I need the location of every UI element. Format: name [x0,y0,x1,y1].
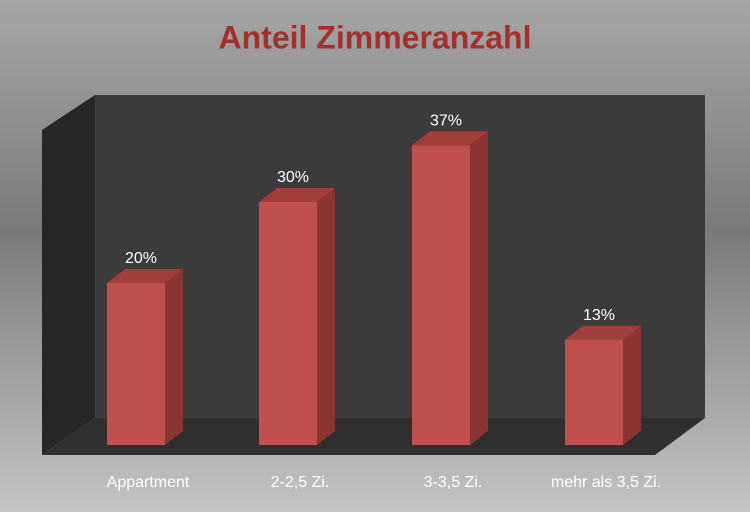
bar-top [565,325,641,340]
bar-top [107,269,183,283]
value-label: 13% [583,307,615,324]
side-wall [42,95,95,455]
bar [412,145,470,446]
bar [107,283,165,445]
bar-top [259,188,335,202]
chart-title: Anteil Zimmeranzahl [219,19,532,55]
x-tick-label: 2-2,5 Zi. [271,474,330,491]
x-tick-label: mehr als 3,5 Zi. [551,474,661,491]
bar-side [623,325,641,445]
x-tick-label: Appartment [107,474,190,491]
bar-side [165,269,183,445]
bar-side [470,131,488,446]
value-label: 20% [125,250,157,267]
bar [259,202,317,445]
x-tick-label: 3-3,5 Zi. [424,474,483,491]
bar-side [317,188,335,445]
floor [42,418,705,455]
value-label: 37% [430,113,462,130]
value-label: 30% [277,169,309,186]
back-wall [95,95,705,418]
bar-top [412,131,488,146]
bar [565,339,623,445]
